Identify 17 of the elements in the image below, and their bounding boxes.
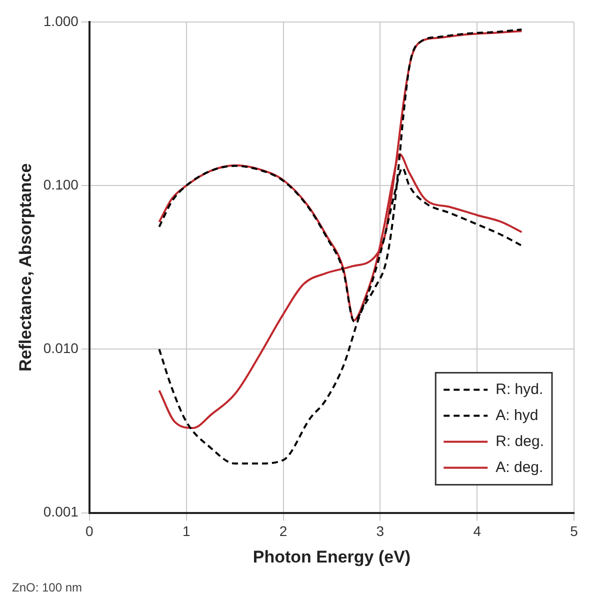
- y-tick-label: 1.000: [43, 12, 79, 29]
- legend-label: A: hyd: [496, 406, 538, 424]
- text: ZnO: 100 nm: [12, 580, 82, 594]
- x-tick-label: 1: [182, 523, 190, 540]
- legend-label: A: deg.: [496, 458, 544, 476]
- x-axis-title: Photon Energy (eV): [252, 547, 411, 566]
- y-tick-label: 0.010: [43, 340, 79, 356]
- y-axis-title: Reflectance, Absorptance: [16, 163, 35, 372]
- x-tick-label: 0: [86, 523, 94, 540]
- y-tick-label: 0.100: [43, 176, 79, 192]
- x-tick-label: 4: [473, 523, 482, 540]
- x-tick-label: 3: [376, 523, 384, 540]
- legend-label: R: deg.: [496, 432, 544, 450]
- x-tick-label: 2: [279, 523, 288, 540]
- x-tick-label: 5: [570, 523, 578, 540]
- y-tick-label: 0.001: [43, 504, 79, 520]
- legend-label: R: hyd.: [496, 380, 544, 398]
